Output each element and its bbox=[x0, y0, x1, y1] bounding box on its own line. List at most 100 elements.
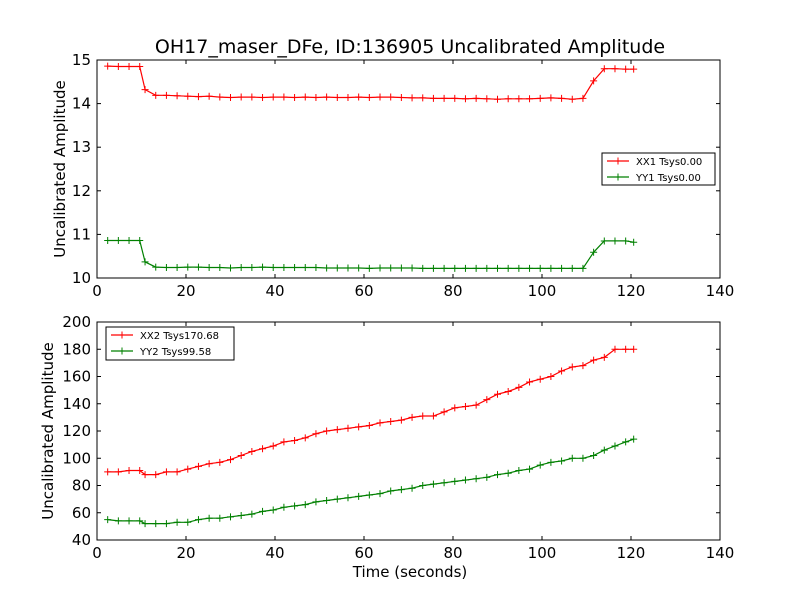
bottom-series-0-point bbox=[344, 424, 352, 432]
bottom-series-1-point bbox=[600, 446, 608, 454]
bottom-x-tick-label: 100 bbox=[528, 544, 557, 562]
top-series-1-point bbox=[173, 264, 181, 272]
bottom-series-0-point bbox=[483, 396, 491, 404]
top-series-1-point bbox=[579, 264, 587, 272]
bottom-y-tick-label: 180 bbox=[62, 340, 91, 358]
top-series-1-point bbox=[205, 264, 213, 272]
bottom-series-1-point bbox=[104, 516, 112, 524]
bottom-series-1-point bbox=[216, 514, 224, 522]
top-series-0-point bbox=[451, 94, 459, 102]
bottom-series-1-point bbox=[494, 471, 501, 479]
top-series-0-point bbox=[611, 65, 619, 73]
bottom-series-1-point bbox=[408, 484, 416, 492]
bottom-series-0-point bbox=[237, 452, 245, 460]
top-series-1-point bbox=[227, 264, 234, 272]
top-series-1-point bbox=[355, 264, 363, 272]
top-series-1-point bbox=[216, 264, 224, 272]
bottom-series-1-point bbox=[568, 454, 576, 462]
bottom-series-1-point bbox=[162, 520, 170, 528]
top-series-1-point bbox=[568, 264, 576, 272]
top-x-tick-label: 60 bbox=[354, 282, 373, 300]
bottom-series-1-point bbox=[472, 475, 480, 483]
bottom-series-0-point bbox=[630, 345, 638, 353]
top-x-tick-label: 100 bbox=[528, 282, 557, 300]
bottom-legend-label: YY2 Tsys99.58 bbox=[139, 347, 211, 358]
top-y-tick-label: 10 bbox=[72, 269, 91, 287]
top-series-1-point bbox=[125, 237, 133, 245]
top-series-0-point bbox=[301, 93, 309, 101]
top-series-0-point bbox=[291, 93, 299, 101]
top-series-0-point bbox=[194, 93, 202, 101]
bottom-series-0-point bbox=[419, 412, 427, 420]
bottom-series-0-point bbox=[205, 460, 213, 468]
bottom-x-tick-label: 120 bbox=[617, 544, 646, 562]
top-series-0-point bbox=[280, 93, 288, 101]
chart-bottom: 0 20 40 60 80 100 120 140 40 60 80 100 120 140 160 180 2… bbox=[62, 313, 734, 562]
top-series-0-point bbox=[173, 92, 181, 100]
bottom-series-0-point bbox=[312, 430, 320, 438]
bottom-series-0-point bbox=[558, 367, 566, 375]
bottom-series-0-point bbox=[104, 468, 112, 476]
bottom-series-1-point bbox=[387, 487, 395, 495]
top-series-0-point bbox=[248, 93, 256, 101]
bottom-series-0-point bbox=[397, 416, 405, 424]
bottom-legend-marker bbox=[118, 347, 126, 355]
bottom-series-0-point bbox=[408, 413, 416, 421]
top-series-1-point bbox=[376, 264, 384, 272]
bottom-series-0-point bbox=[622, 345, 630, 353]
bottom-series-0-point bbox=[323, 427, 331, 435]
chart-top: 0 20 40 60 80 100 120 140 10 11 12 13 14 15 XX1 Tsys0.… bbox=[72, 51, 734, 300]
top-series-0-point bbox=[312, 93, 320, 101]
bottom-y-tick-label: 160 bbox=[62, 368, 91, 386]
top-legend-label: YY1 Tsys0.00 bbox=[635, 173, 701, 184]
bottom-series-0-point bbox=[547, 373, 555, 380]
bottom-series-1-point bbox=[173, 518, 181, 526]
top-series-1-point bbox=[408, 264, 416, 272]
bottom-series-1-point bbox=[504, 469, 512, 477]
top-x-tick-label: 40 bbox=[265, 282, 284, 300]
top-series-0-point bbox=[355, 93, 363, 101]
top-x-tick-label: 0 bbox=[92, 282, 102, 300]
top-series-0-point bbox=[526, 95, 534, 103]
bottom-series-0-point bbox=[461, 402, 469, 410]
top-series-0-point bbox=[579, 94, 587, 102]
bottom-series-1-point bbox=[365, 491, 373, 499]
top-series-0-point bbox=[333, 93, 341, 101]
bottom-series-1-point bbox=[461, 476, 469, 484]
bottom-series-0-point bbox=[440, 408, 448, 416]
chart-title: OH17_maser_DFe, ID:136905 Uncalibrated A… bbox=[155, 36, 665, 58]
top-series-0-point bbox=[600, 65, 608, 73]
bottom-x-tick-label: 40 bbox=[265, 544, 284, 562]
top-series-1-point bbox=[461, 264, 469, 272]
bottom-series-1-point bbox=[248, 510, 256, 518]
bottom-series-1-point bbox=[141, 520, 149, 528]
bottom-series-1-point bbox=[323, 496, 331, 504]
bottom-series-1-point bbox=[205, 514, 213, 522]
top-series-1-point bbox=[590, 248, 598, 256]
bottom-series-0-point bbox=[291, 437, 299, 445]
bottom-series-1-point bbox=[376, 490, 384, 498]
top-series-1-point bbox=[259, 263, 267, 271]
top-series-1-point bbox=[622, 237, 630, 245]
top-series-1-point bbox=[630, 238, 638, 246]
bottom-x-axis-label: Time (seconds) bbox=[352, 563, 468, 581]
bottom-series-1-point bbox=[590, 452, 598, 460]
top-series-1-point bbox=[141, 258, 149, 266]
bottom-series-0-point bbox=[355, 423, 363, 431]
top-legend bbox=[601, 152, 716, 186]
top-series-1-point bbox=[419, 264, 427, 272]
bottom-series-0-point bbox=[114, 468, 122, 476]
top-series-0-point bbox=[344, 93, 352, 101]
bottom-legend-label: XX2 Tsys170.68 bbox=[140, 331, 219, 342]
top-series-0-point bbox=[622, 65, 630, 73]
top-series-0-point bbox=[259, 93, 267, 101]
top-y-tick-label: 15 bbox=[72, 51, 91, 69]
top-series-1-point bbox=[611, 237, 619, 245]
bottom-legend-marker bbox=[118, 331, 126, 339]
bottom-series-0-point bbox=[568, 363, 576, 371]
top-series-0-point bbox=[419, 94, 427, 102]
top-x-tick-label: 120 bbox=[617, 282, 646, 300]
top-series-1-point bbox=[558, 264, 566, 272]
bottom-series-1-point bbox=[184, 518, 192, 526]
bottom-series-0-point bbox=[216, 458, 224, 466]
